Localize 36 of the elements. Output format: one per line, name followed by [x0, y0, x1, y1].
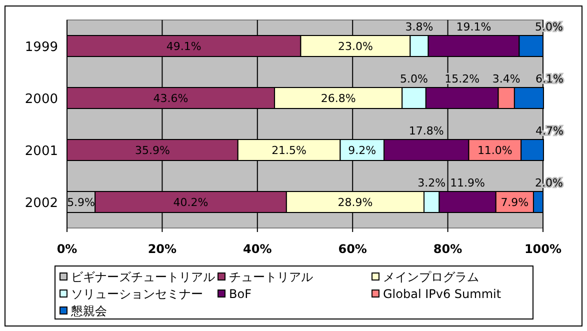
data-label: 11.9% [450, 176, 486, 190]
x-tick-label: 100% [524, 242, 562, 256]
data-label: 23.0% [338, 40, 373, 53]
data-label: 28.9% [338, 196, 373, 209]
data-label: 5.0% [400, 72, 428, 86]
x-tick-label: 20% [148, 242, 177, 256]
x-tick-label: 0% [56, 242, 78, 256]
data-label: 9.2% [348, 144, 376, 157]
data-label: 49.1% [166, 40, 202, 53]
legend-label: 懇親会 [70, 304, 107, 318]
legend-label: チュートリアル [229, 270, 313, 284]
x-tick-label: 40% [243, 242, 272, 256]
data-label: 5.9% [67, 196, 96, 209]
data-label: 3.4% [492, 72, 520, 86]
data-label: 35.9% [134, 144, 170, 157]
data-label: 26.8% [320, 92, 356, 105]
data-label: 3.2% [418, 176, 446, 190]
data-label: 17.8% [408, 124, 444, 138]
y-tick-label: 2000 [24, 92, 58, 107]
data-label: 43.6% [153, 92, 188, 105]
legend-label: ビギナーズチュートリアル [71, 270, 215, 284]
x-tick-label: 60% [338, 242, 367, 256]
data-label: 40.2% [173, 196, 208, 209]
y-tick-label: 1999 [24, 40, 58, 55]
x-tick-label: 80% [433, 242, 462, 256]
legend-label: メインプログラム [383, 270, 479, 284]
y-tick-label: 2002 [24, 196, 58, 211]
y-tick-label: 2001 [24, 144, 58, 159]
data-label: 21.5% [272, 144, 307, 157]
legend-label: BoF [229, 287, 252, 301]
legend-label: ソリューションセミナー [71, 287, 203, 301]
data-label: 3.8% [405, 20, 434, 34]
data-label: 7.9% [500, 196, 529, 209]
data-label: 19.1% [456, 20, 492, 34]
data-label: 11.0% [477, 144, 512, 157]
legend-label: Global IPv6 Summit [383, 287, 502, 301]
